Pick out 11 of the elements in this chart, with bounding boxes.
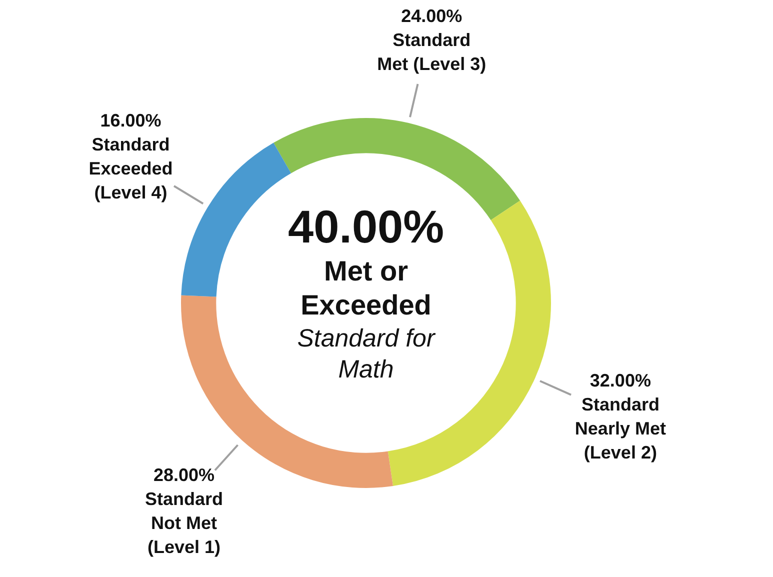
- slice-label: Standard Met (Level 3): [377, 30, 486, 74]
- data-label: 16.00%: [100, 110, 162, 130]
- data-label: 32.00%: [590, 370, 651, 390]
- data-label: 28.00%: [153, 464, 215, 485]
- slice-label: Standard Nearly Met (Level 2): [574, 394, 666, 462]
- slice-label: Standard Exceeded (Level 4): [88, 134, 173, 202]
- text: 40.00%: [288, 200, 444, 253]
- slice-label: Standard Not Met (Level 1): [144, 488, 223, 557]
- data-label: 24.00%: [401, 6, 462, 26]
- text: Met or Exceeded: [300, 256, 432, 321]
- text: Standard for Math: [297, 324, 436, 384]
